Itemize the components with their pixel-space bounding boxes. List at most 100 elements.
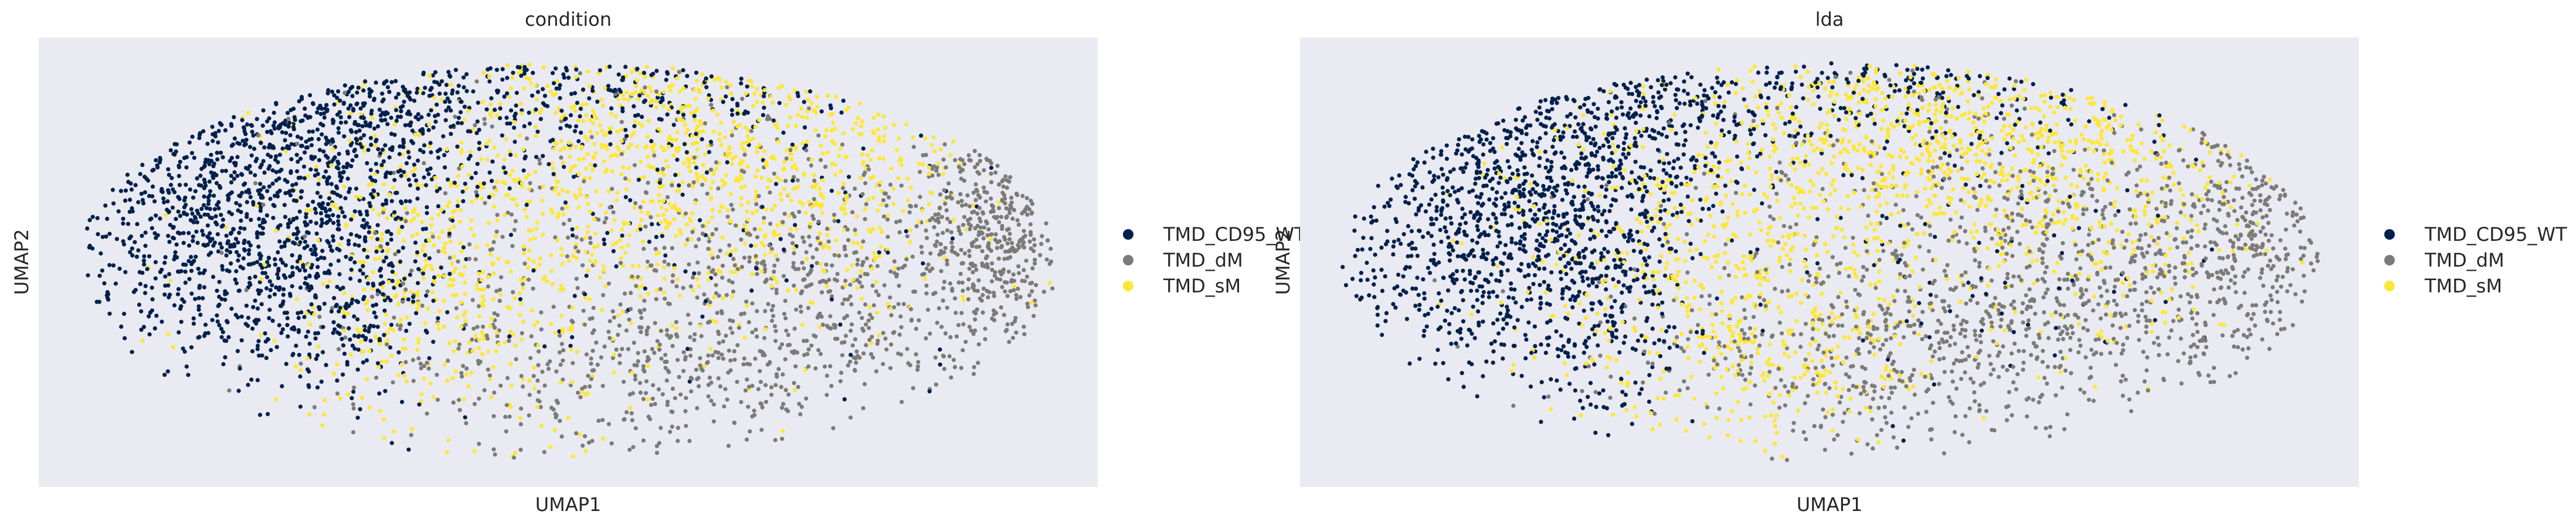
data-point bbox=[330, 248, 335, 253]
data-point bbox=[499, 275, 504, 280]
data-point bbox=[1048, 246, 1053, 251]
data-point bbox=[2181, 351, 2186, 356]
data-point bbox=[860, 316, 864, 321]
data-point bbox=[2017, 140, 2021, 145]
data-point bbox=[345, 311, 350, 316]
data-point bbox=[827, 246, 831, 250]
data-point bbox=[363, 120, 368, 125]
data-point bbox=[394, 118, 399, 123]
data-point bbox=[570, 305, 575, 311]
data-point bbox=[605, 231, 610, 236]
data-point bbox=[793, 145, 799, 150]
data-point bbox=[661, 90, 666, 94]
data-point bbox=[320, 217, 324, 222]
data-point bbox=[709, 103, 714, 107]
data-point bbox=[175, 255, 179, 260]
data-point bbox=[490, 179, 494, 183]
data-point bbox=[224, 233, 229, 238]
data-point bbox=[558, 126, 563, 131]
data-point bbox=[846, 297, 850, 302]
data-point bbox=[1018, 295, 1023, 299]
data-point bbox=[378, 408, 382, 413]
data-point bbox=[1010, 216, 1015, 221]
data-point bbox=[244, 288, 249, 292]
data-point bbox=[773, 253, 778, 258]
data-point bbox=[973, 328, 978, 333]
data-point bbox=[264, 213, 269, 218]
data-point bbox=[436, 155, 441, 160]
data-point bbox=[427, 356, 432, 360]
data-point bbox=[326, 214, 331, 219]
data-point bbox=[484, 141, 489, 146]
data-point bbox=[755, 272, 759, 277]
data-point bbox=[453, 267, 458, 271]
data-point bbox=[416, 337, 421, 342]
data-point bbox=[520, 337, 524, 342]
data-point bbox=[218, 185, 223, 190]
data-point bbox=[279, 257, 283, 262]
data-point bbox=[942, 280, 947, 284]
data-point bbox=[590, 88, 595, 93]
data-point bbox=[1039, 241, 1044, 246]
data-point bbox=[781, 130, 786, 135]
data-point bbox=[481, 298, 486, 303]
data-point bbox=[901, 302, 906, 306]
data-point bbox=[555, 238, 560, 243]
data-point bbox=[551, 81, 556, 86]
data-point bbox=[383, 175, 388, 179]
data-point bbox=[959, 247, 963, 253]
data-point bbox=[487, 170, 492, 175]
data-point bbox=[128, 197, 133, 202]
data-point bbox=[201, 129, 206, 134]
data-point bbox=[646, 155, 650, 159]
data-point bbox=[309, 143, 314, 148]
data-point bbox=[938, 192, 943, 197]
data-point bbox=[702, 152, 707, 156]
data-point bbox=[590, 368, 595, 373]
data-point bbox=[959, 366, 963, 370]
data-point bbox=[857, 310, 861, 315]
data-point bbox=[649, 139, 654, 144]
data-point bbox=[285, 323, 290, 328]
data-point bbox=[298, 136, 304, 141]
data-point bbox=[573, 144, 578, 149]
data-point bbox=[493, 325, 497, 330]
data-point bbox=[469, 149, 473, 154]
data-point bbox=[768, 190, 772, 195]
data-point bbox=[706, 96, 711, 101]
data-point bbox=[398, 144, 402, 149]
data-point bbox=[474, 79, 479, 84]
data-point bbox=[684, 222, 689, 227]
data-point bbox=[176, 287, 181, 291]
data-point bbox=[995, 246, 999, 250]
data-point bbox=[451, 210, 456, 214]
data-point bbox=[936, 306, 941, 311]
data-point bbox=[934, 168, 939, 173]
data-point bbox=[700, 231, 705, 236]
data-point bbox=[802, 100, 806, 104]
data-point bbox=[313, 247, 318, 251]
data-point bbox=[922, 271, 926, 276]
data-point bbox=[425, 330, 429, 335]
data-point bbox=[128, 234, 133, 239]
data-point bbox=[848, 359, 853, 364]
data-point bbox=[376, 124, 381, 129]
data-point bbox=[885, 234, 890, 239]
data-point bbox=[769, 308, 774, 312]
data-point bbox=[233, 237, 239, 241]
data-point bbox=[367, 406, 372, 410]
data-point bbox=[243, 141, 247, 146]
data-point bbox=[267, 294, 272, 299]
data-point bbox=[548, 359, 552, 364]
data-point bbox=[376, 365, 381, 370]
data-point bbox=[429, 223, 434, 227]
data-point bbox=[304, 208, 309, 213]
data-point bbox=[633, 201, 638, 206]
data-point bbox=[473, 257, 478, 261]
data-point bbox=[170, 205, 175, 210]
data-point bbox=[266, 256, 271, 260]
data-point bbox=[277, 152, 283, 157]
data-point bbox=[187, 243, 192, 248]
data-point bbox=[350, 297, 355, 302]
data-point bbox=[817, 202, 822, 207]
